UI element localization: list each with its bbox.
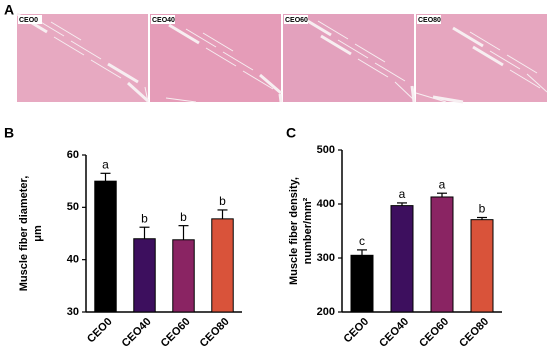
x-tick-label: CEO40 — [120, 316, 154, 350]
tissue-gap — [205, 47, 237, 67]
histology-row: CEO0 CEO40 CEO60 CEO80 — [16, 12, 548, 104]
histology-image — [150, 14, 281, 102]
y-axis-label: number/mm² — [302, 197, 314, 264]
error-bar — [139, 226, 150, 239]
error-bar — [100, 172, 111, 182]
tissue-gap — [357, 58, 389, 78]
y-tick-label: 200 — [317, 306, 335, 318]
tissue-gap — [50, 21, 82, 41]
tissue-gap — [278, 93, 283, 103]
histology-image — [416, 14, 547, 102]
histology-image — [283, 14, 414, 102]
tissue-gap — [320, 34, 352, 56]
significance-letter: a — [399, 187, 406, 201]
tissue-gap — [509, 69, 541, 89]
tissue-gap — [185, 28, 217, 48]
tissue-gap — [410, 85, 416, 103]
significance-letter: a — [439, 177, 446, 191]
tissue-gap — [168, 23, 200, 45]
error-bar — [178, 225, 189, 240]
panel-label: A — [4, 2, 14, 18]
tissue-gap — [472, 45, 504, 67]
bar — [133, 238, 156, 313]
tissue-gap — [374, 62, 406, 82]
label-bg — [18, 15, 42, 24]
label-bg — [151, 15, 175, 24]
y-tick-label: 40 — [67, 254, 79, 266]
significance-letter: b — [141, 211, 148, 225]
x-tick-label: CEO0 — [341, 316, 371, 346]
panel-label: B — [4, 125, 14, 141]
y-tick-label: 500 — [317, 144, 335, 156]
tissue-gap — [337, 39, 369, 59]
tissue-gap — [53, 36, 85, 56]
bar — [211, 218, 234, 313]
tissue-gap — [259, 73, 282, 95]
tissue-gap — [506, 54, 538, 74]
x-tick-label: CEO40 — [377, 316, 411, 350]
x-tick-label: CEO60 — [417, 316, 451, 350]
tissue-gap — [126, 81, 150, 103]
x-tick-label: CEO80 — [198, 316, 232, 350]
tissue-gap — [415, 92, 447, 103]
tissue-gap — [469, 31, 501, 51]
significance-letter: b — [219, 194, 226, 208]
tissue-gap — [242, 70, 274, 90]
x-tick-label: CEO60 — [159, 316, 193, 350]
tissue-gap — [90, 59, 122, 79]
y-tick-label: 30 — [67, 306, 79, 318]
y-axis-label: Muscle fiber density, — [288, 177, 300, 285]
error-bar — [357, 249, 367, 256]
tissue-gap — [452, 26, 484, 48]
bar — [430, 196, 454, 313]
image-label: CEO0 — [19, 17, 38, 24]
image-label: CEO80 — [418, 17, 441, 24]
bar — [172, 239, 195, 313]
error-bar — [437, 192, 447, 197]
bar — [94, 180, 117, 313]
y-tick-label: 300 — [317, 252, 335, 264]
tissue-gap — [107, 62, 139, 84]
error-bar — [397, 202, 407, 206]
tissue-gap — [354, 43, 386, 63]
panel-label: C — [286, 125, 296, 141]
y-axis-label: Muscle fiber diameter, — [18, 176, 30, 292]
tissue-gap — [317, 20, 349, 40]
tissue-gap — [432, 95, 464, 104]
label-bg — [417, 15, 441, 24]
error-bar — [477, 216, 487, 220]
tissue-gap — [222, 51, 254, 71]
label-bg — [284, 15, 308, 24]
tissue-gap — [489, 50, 521, 70]
tissue-gap — [526, 73, 548, 93]
x-tick-label: CEO0 — [85, 316, 115, 346]
tissue-gap — [394, 81, 415, 101]
error-bar — [217, 209, 228, 219]
image-label: CEO40 — [152, 17, 175, 24]
y-tick-label: 50 — [67, 201, 79, 213]
charts: 30 40 50 60 Muscle fiber diameter, μm a CEO0 b CE… — [18, 144, 502, 350]
y-tick-label: 60 — [67, 149, 79, 161]
bar — [390, 205, 414, 313]
x-tick-label: CEO80 — [457, 316, 491, 350]
image-label: CEO60 — [285, 17, 308, 24]
significance-letter: b — [180, 210, 187, 224]
tissue-gap — [144, 86, 149, 103]
bar — [470, 219, 494, 313]
y-axis-label: μm — [32, 225, 44, 242]
tissue-gap — [165, 97, 197, 103]
significance-letter: c — [359, 234, 365, 248]
y-tick-label: 400 — [317, 198, 335, 210]
bar — [350, 254, 374, 313]
significance-letter: a — [102, 157, 109, 171]
significance-letter: b — [479, 202, 486, 216]
tissue-gap — [202, 32, 234, 52]
tissue-gap — [70, 40, 102, 60]
